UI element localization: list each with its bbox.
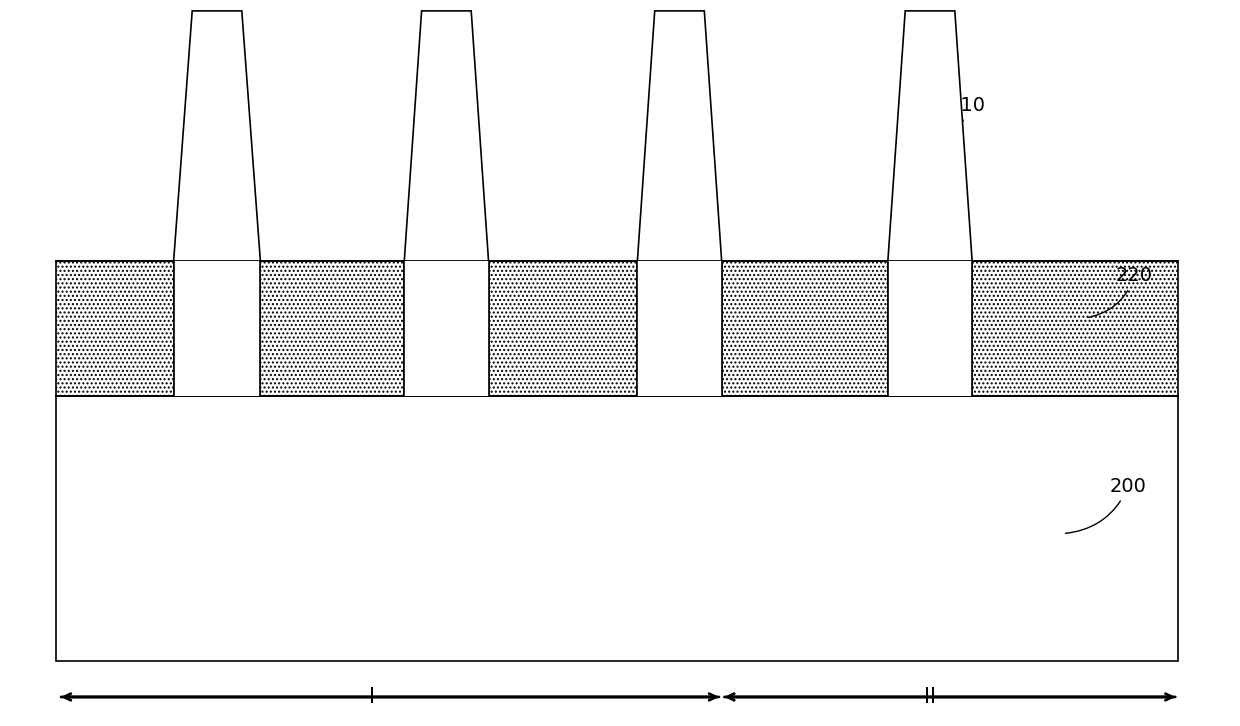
Polygon shape [174, 261, 260, 396]
Polygon shape [637, 11, 722, 261]
Text: II: II [924, 687, 936, 707]
Text: 200: 200 [1065, 477, 1147, 534]
Bar [56, 261, 1178, 396]
Polygon shape [888, 261, 972, 396]
Polygon shape [404, 261, 489, 396]
Polygon shape [888, 11, 972, 261]
Polygon shape [637, 261, 722, 396]
Text: 210: 210 [939, 96, 986, 144]
Bar [888, 261, 972, 396]
Bar [56, 396, 1178, 661]
Text: 220: 220 [1087, 266, 1153, 317]
Polygon shape [174, 11, 260, 261]
Bar [637, 261, 722, 396]
Polygon shape [404, 11, 489, 261]
Text: I: I [370, 687, 374, 707]
Bar [404, 261, 489, 396]
Bar [174, 261, 260, 396]
